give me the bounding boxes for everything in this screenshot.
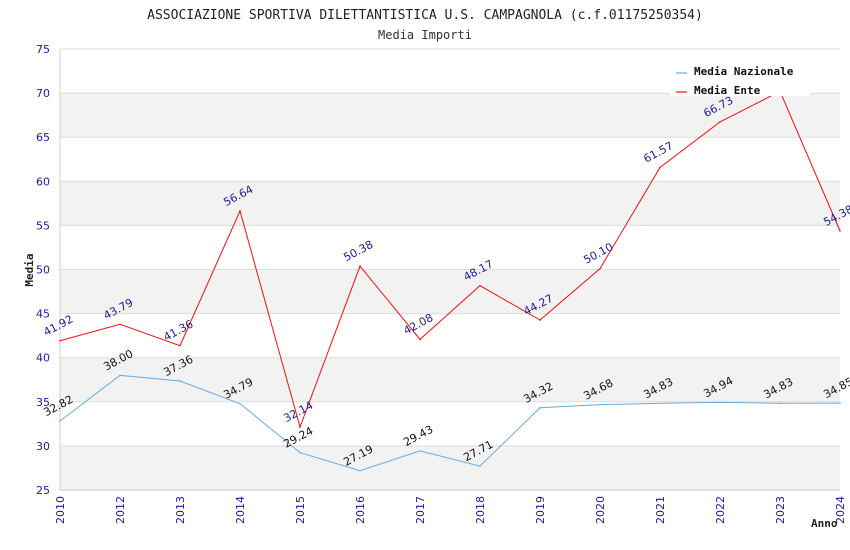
data-point (59, 339, 61, 342)
legend-label-ente: Media Ente (694, 84, 761, 97)
band-45 (60, 269, 840, 314)
x-tick-label: 2024 (834, 496, 847, 524)
chart-subtitle: Media Importi (378, 28, 472, 42)
x-tick-label: 2012 (114, 496, 127, 524)
x-tick-label: 2017 (414, 496, 427, 524)
y-tick-label: 30 (36, 440, 50, 453)
x-tick-label: 2016 (354, 496, 367, 524)
y-tick-label: 40 (36, 352, 50, 365)
x-tick-labels: 2010 2012 2013 2014 2015 2016 2017 2018 2019 2020… (54, 496, 847, 524)
legend: Media Nazionale Media Ente (670, 60, 810, 97)
y-tick-label: 70 (36, 87, 50, 100)
y-tick-label: 55 (36, 219, 50, 232)
x-tick-label: 2014 (234, 496, 247, 524)
band-60 (60, 137, 840, 182)
band-30 (60, 401, 840, 446)
y-tick-label: 25 (36, 484, 50, 497)
series-lines (59, 90, 841, 472)
x-tick-label: 2018 (474, 496, 487, 524)
data-point (299, 451, 301, 454)
y-tick-label: 75 (36, 43, 50, 56)
y-tick-labels: 25 30 35 40 45 50 55 60 65 70 75 (36, 43, 50, 497)
data-point (599, 267, 601, 270)
legend-label-nazionale: Media Nazionale (694, 65, 794, 78)
data-point (239, 210, 241, 212)
data-point (719, 121, 721, 123)
y-tick-label: 45 (36, 308, 50, 321)
chart-title: ASSOCIAZIONE SPORTIVA DILETTANTISTICA U.… (147, 8, 703, 23)
data-point (539, 319, 541, 321)
data-point (659, 166, 661, 169)
band-55 (60, 181, 840, 226)
x-tick-label: 2013 (174, 496, 187, 524)
x-tick-label: 2021 (654, 496, 667, 524)
x-axis-label: Anno (811, 517, 838, 530)
data-point (239, 402, 241, 405)
data-point (479, 284, 481, 287)
data-point (359, 265, 361, 267)
band-25 (60, 445, 840, 490)
x-tick-label: 2023 (774, 496, 787, 524)
data-point (59, 420, 61, 422)
data-point (119, 323, 121, 326)
data-point (179, 380, 181, 382)
x-tick-label: 2020 (594, 496, 607, 524)
data-point (479, 465, 481, 467)
data-point (119, 374, 121, 377)
series-line-ente (59, 90, 841, 429)
y-axis-label: Media (23, 253, 36, 286)
data-point (179, 344, 181, 347)
y-tick-label: 50 (36, 264, 50, 277)
y-tick-label: 60 (36, 175, 50, 188)
data-point (659, 402, 661, 405)
data-point (719, 401, 721, 404)
x-tick-label: 2010 (54, 496, 67, 524)
band-35 (60, 357, 840, 402)
band-40 (60, 313, 840, 358)
plot-bands (60, 49, 840, 490)
legend-box (670, 60, 810, 96)
x-tick-label: 2015 (294, 496, 307, 524)
data-point (779, 402, 781, 405)
data-point (419, 450, 421, 452)
series-line-nazionale (59, 374, 841, 472)
data-point (839, 402, 841, 404)
data-point (419, 338, 421, 341)
data-point (839, 230, 841, 232)
grid-lines (59, 48, 840, 491)
data-point (539, 406, 541, 409)
y-tick-label: 65 (36, 131, 50, 144)
band-50 (60, 225, 840, 270)
y-tick-label: 35 (36, 396, 50, 409)
data-point (599, 403, 601, 406)
data-point (359, 469, 361, 472)
x-tick-label: 2019 (534, 496, 547, 524)
x-tick-label: 2022 (714, 496, 727, 524)
data-point (299, 426, 301, 428)
